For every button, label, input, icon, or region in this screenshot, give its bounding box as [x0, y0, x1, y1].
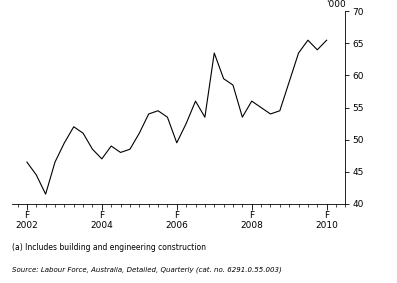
- Text: (a) Includes building and engineering construction: (a) Includes building and engineering co…: [12, 243, 206, 252]
- Text: '000: '000: [326, 0, 345, 9]
- Text: Source: Labour Force, Australia, Detailed, Quarterly (cat. no. 6291.0.55.003): Source: Labour Force, Australia, Detaile…: [12, 266, 281, 273]
